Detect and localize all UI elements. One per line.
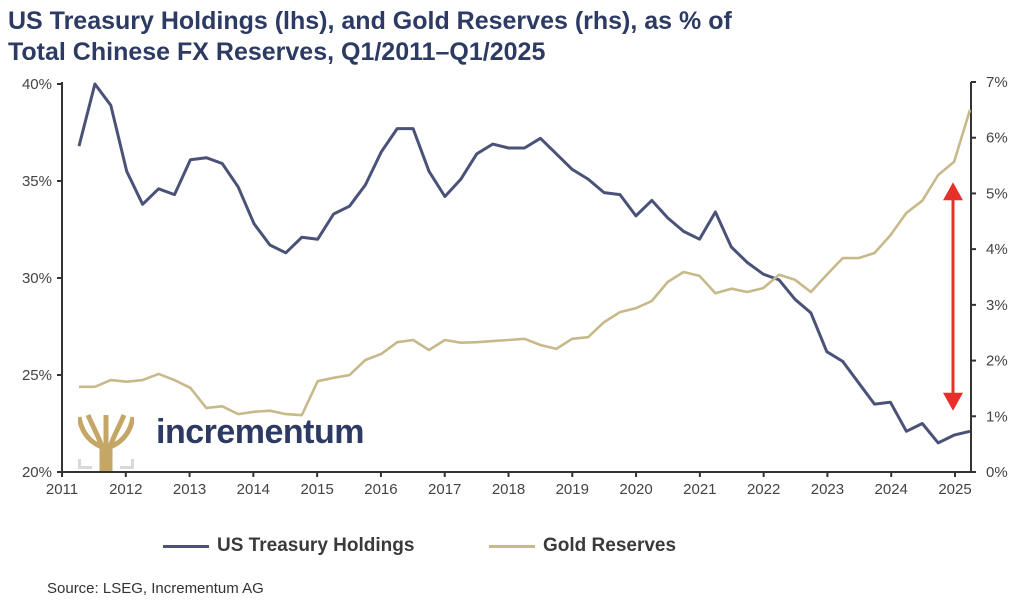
title-line-2: Total Chinese FX Reserves, Q1/2011–Q1/20… <box>8 38 546 66</box>
logo: incrementum <box>78 413 378 471</box>
y-right-tick-label: 4% <box>986 241 1008 258</box>
chart-title: US Treasury Holdings (lhs), and Gold Res… <box>8 6 1008 68</box>
x-tick-label: 2016 <box>364 481 397 498</box>
y-right-tick-label: 0% <box>986 464 1008 481</box>
red-arrow-head-up <box>943 182 963 201</box>
x-tick-label: 2023 <box>811 481 844 498</box>
y-left-tick-label: 25% <box>22 367 52 384</box>
y-left-tick-label: 20% <box>22 464 52 481</box>
x-tick-label: 2024 <box>875 481 908 498</box>
x-tick-label: 2013 <box>173 481 206 498</box>
title-line-1: US Treasury Holdings (lhs), and Gold Res… <box>8 7 732 35</box>
x-tick-label: 2022 <box>747 481 780 498</box>
x-tick-label: 2011 <box>46 481 78 498</box>
legend-swatch-treasury <box>163 544 209 548</box>
y-right-tick-label: 6% <box>986 130 1008 147</box>
x-tick-label: 2018 <box>492 481 525 498</box>
x-tick-label: 2020 <box>619 481 652 498</box>
x-tick-label: 2014 <box>237 481 270 498</box>
legend-item-gold: Gold Reserves <box>489 535 676 557</box>
axes: 20% 25% 30% 35% 40% 0% 1% 2% 3% 4% 5% 6% 7% 2011 2012 2… <box>22 74 1008 498</box>
red-arrow-head-down <box>943 392 963 411</box>
source-note: Source: LSEG, Incrementum AG <box>47 580 264 597</box>
legend-label-gold: Gold Reserves <box>543 535 677 556</box>
tree-icon <box>78 414 134 471</box>
x-tick-label: 2019 <box>556 481 589 498</box>
annotations <box>943 182 963 411</box>
y-left-tick-label: 35% <box>22 173 52 190</box>
x-tick-label: 2015 <box>300 481 333 498</box>
series-line-gold <box>79 109 972 417</box>
y-right-tick-label: 7% <box>986 74 1008 91</box>
y-right-tick-label: 3% <box>986 297 1008 314</box>
y-left-tick-label: 30% <box>22 270 52 287</box>
legend: US Treasury Holdings Gold Reserves <box>0 535 1024 565</box>
y-right-tick-label: 1% <box>986 408 1008 425</box>
x-tick-label: 2025 <box>938 481 971 498</box>
legend-swatch-gold <box>489 544 535 548</box>
legend-item-treasury: US Treasury Holdings <box>163 535 414 557</box>
x-tick-label: 2017 <box>428 481 461 498</box>
series-line-treasury <box>77 82 971 445</box>
legend-label-treasury: US Treasury Holdings <box>217 535 415 556</box>
x-tick-label: 2021 <box>683 481 716 498</box>
series-lines <box>77 82 972 445</box>
y-left-tick-label: 40% <box>22 76 52 93</box>
logo-text: incrementum <box>156 413 365 451</box>
y-right-tick-label: 2% <box>986 353 1008 370</box>
x-tick-label: 2012 <box>109 481 142 498</box>
y-right-tick-label: 5% <box>986 185 1008 202</box>
